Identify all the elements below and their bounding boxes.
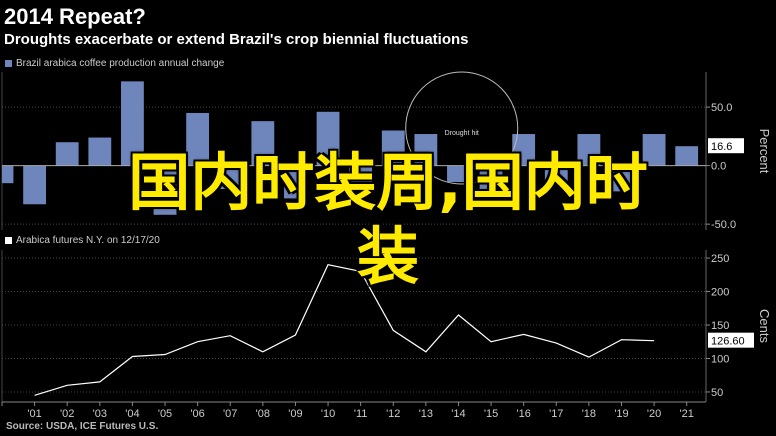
x-tick-label: '15 (484, 408, 498, 420)
drought-annotation-label: Drought hit (445, 130, 479, 137)
x-tick-label: '01 (27, 408, 41, 420)
x-tick-label: '03 (93, 408, 107, 420)
bar (381, 130, 405, 166)
bar (88, 137, 112, 166)
bar-y-tick-label: 0.0 (711, 161, 726, 173)
x-tick-label: '05 (158, 408, 172, 420)
line-y-tick-label: 100 (711, 353, 729, 365)
overlay-text-line2: 装 (356, 220, 419, 293)
bar (186, 112, 210, 166)
overlay-text-line1: 国内时装周,国内时 (128, 146, 648, 219)
bar (121, 81, 144, 166)
legend-bar-swatch (5, 60, 12, 67)
line-y-tick-label: 50 (711, 387, 723, 399)
x-tick-label: '12 (386, 408, 400, 420)
x-tick-label: '14 (451, 408, 465, 420)
bar (23, 165, 47, 205)
bar (218, 165, 242, 190)
bar (577, 134, 601, 166)
x-tick-label: '18 (582, 408, 596, 420)
x-tick-label: '02 (60, 408, 74, 420)
line-y-axis-title: Cents (757, 309, 772, 343)
x-tick-label: '19 (614, 408, 628, 420)
legend-line: Arabica futures N.Y. on 12/17/20 (5, 235, 160, 246)
bar (316, 111, 340, 166)
x-tick-label: '08 (256, 408, 270, 420)
line-last-value-label: 126.60 (711, 336, 745, 348)
source-note: Source: USDA, ICE Futures U.S. (6, 421, 159, 432)
price-series-line (34, 264, 655, 396)
line-last-value-box (708, 332, 754, 348)
bar (153, 165, 177, 215)
bar (544, 165, 568, 183)
x-tick-label: '21 (680, 408, 694, 420)
line-y-tick-label: 200 (711, 287, 729, 299)
x-tick-label: '07 (223, 408, 237, 420)
bar (512, 134, 536, 166)
x-tick-label: '09 (288, 408, 302, 420)
drought-annotation-circle (405, 71, 519, 185)
bar-last-value-box (708, 138, 744, 154)
x-tick-label: '11 (354, 408, 368, 420)
legend-bar: Brazil arabica coffee production annual … (5, 58, 224, 69)
x-tick-label: '06 (190, 408, 204, 420)
bar-y-tick-label: -50.0 (711, 219, 736, 231)
bar (414, 134, 438, 166)
line-y-tick-label: 250 (711, 253, 729, 265)
bar-y-tick-label: 50.0 (711, 102, 732, 114)
x-tick-label: '17 (549, 408, 563, 420)
line-y-tick-label: 150 (711, 320, 729, 332)
legend-line-swatch (5, 237, 12, 244)
bar (447, 165, 470, 183)
bar (349, 165, 373, 192)
x-tick-label: '20 (647, 408, 661, 420)
bar (2, 165, 14, 184)
x-tick-label: '16 (517, 408, 531, 420)
bar (610, 165, 633, 192)
bar-y-axis-title: Percent (757, 129, 772, 174)
legend-bar-label: Brazil arabica coffee production annual … (16, 58, 225, 69)
chart-title: 2014 Repeat? (4, 4, 146, 29)
legend-line-label: Arabica futures N.Y. on 12/17/20 (16, 235, 160, 246)
bar (642, 134, 666, 166)
bar-last-value-label: 16.6 (711, 141, 732, 153)
x-tick-label: '13 (419, 408, 433, 420)
bar (675, 146, 699, 166)
bar (251, 121, 275, 166)
bar (284, 165, 307, 199)
x-tick-label: '10 (321, 408, 335, 420)
chart-subtitle: Droughts exacerbate or extend Brazil's c… (4, 31, 469, 48)
x-tick-label: '04 (125, 408, 139, 420)
bar (55, 142, 79, 166)
